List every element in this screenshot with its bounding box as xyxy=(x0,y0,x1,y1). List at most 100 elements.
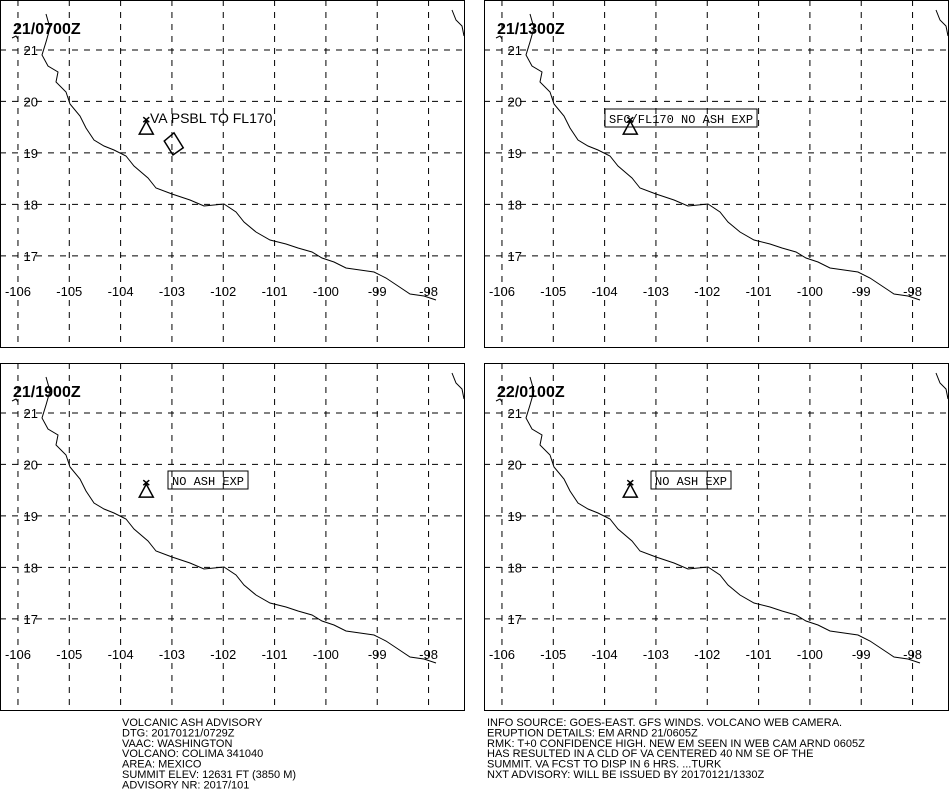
lon-tick-label: -98 xyxy=(419,647,438,662)
map-panel: -106 -105 -104 -103 -102 -101 -100 -99 -98 17 18 19… xyxy=(0,363,465,711)
lon-tick-label: -100 xyxy=(313,647,339,662)
lon-tick-label: -98 xyxy=(419,284,438,299)
advisory-line: SUMMIT ELEV: 12631 FT (3850 M) xyxy=(122,769,296,781)
lon-tick-label: -103 xyxy=(643,647,669,662)
lat-tick-label: 18 xyxy=(508,197,522,212)
lon-tick-label: -103 xyxy=(159,284,185,299)
lon-tick-label: -100 xyxy=(313,284,339,299)
lat-tick-label: 19 xyxy=(508,509,522,524)
advisory-line: ERUPTION DETAILS: EM ARND 21/0605Z xyxy=(487,727,698,739)
valid-time: 21/1900Z xyxy=(13,384,81,401)
lon-tick-label: -101 xyxy=(746,647,772,662)
panel-label: SFC/FL170 NO ASH EXP xyxy=(609,113,753,127)
lat-tick-label: 21 xyxy=(24,43,38,58)
lat-tick-label: 17 xyxy=(508,612,522,627)
lon-tick-label: -104 xyxy=(592,647,618,662)
lon-tick-label: -102 xyxy=(210,647,236,662)
advisory-line: DTG: 20170121/0729Z xyxy=(122,727,235,739)
panel-frame xyxy=(0,0,465,348)
advisory-line: VAAC: WASHINGTON xyxy=(122,738,232,750)
island xyxy=(495,398,503,403)
lon-tick-label: -98 xyxy=(903,647,922,662)
coastline xyxy=(451,372,465,400)
lat-tick-label: 21 xyxy=(24,406,38,421)
island xyxy=(495,35,503,40)
advisory-line: INFO SOURCE: GOES-EAST. GFS WINDS. VOLCA… xyxy=(487,717,842,729)
coastline xyxy=(935,9,949,37)
lon-tick-label: -101 xyxy=(262,284,288,299)
map-panel: -106 -105 -104 -103 -102 -101 -100 -99 -98 17 18 19… xyxy=(484,363,949,711)
coastline xyxy=(41,376,437,664)
ash-area xyxy=(163,131,185,157)
lon-tick-label: -102 xyxy=(694,647,720,662)
lon-tick-label: -104 xyxy=(108,647,134,662)
lon-tick-label: -101 xyxy=(746,284,772,299)
lat-tick-label: 18 xyxy=(24,560,38,575)
lon-tick-label: -99 xyxy=(368,284,387,299)
valid-time: 21/1300Z xyxy=(497,21,565,38)
lon-tick-label: -106 xyxy=(489,647,515,662)
lon-tick-label: -103 xyxy=(159,647,185,662)
lon-tick-label: -99 xyxy=(852,284,871,299)
volcano-symbol xyxy=(138,116,155,135)
lon-tick-label: -106 xyxy=(489,284,515,299)
coastline xyxy=(451,9,465,37)
valid-time: 22/0100Z xyxy=(497,384,565,401)
panel-label: VA PSBL TO FL170 xyxy=(150,110,273,126)
lon-tick-label: -103 xyxy=(643,284,669,299)
lon-tick-label: -100 xyxy=(797,284,823,299)
map-panel: -106 -105 -104 -103 -102 -101 -100 -99 -98 17 18 19… xyxy=(484,0,949,348)
lon-tick-label: -105 xyxy=(56,647,82,662)
lon-tick-label: -104 xyxy=(592,284,618,299)
lat-tick-label: 21 xyxy=(508,43,522,58)
advisory-line: VOLCANIC ASH ADVISORY xyxy=(122,717,263,729)
lat-tick-label: 17 xyxy=(24,249,38,264)
lon-tick-label: -100 xyxy=(797,647,823,662)
advisory-line: AREA: MEXICO xyxy=(122,759,202,771)
lon-tick-label: -102 xyxy=(694,284,720,299)
lon-tick-label: -105 xyxy=(540,284,566,299)
volcano-symbol xyxy=(622,116,639,135)
valid-time: 21/0700Z xyxy=(13,21,81,38)
lat-tick-label: 19 xyxy=(508,146,522,161)
lon-tick-label: -106 xyxy=(5,647,31,662)
label-box xyxy=(167,470,249,490)
coastline xyxy=(525,13,921,301)
island xyxy=(11,398,19,403)
lat-tick-label: 20 xyxy=(24,457,38,472)
panel-frame xyxy=(484,363,949,711)
coastline xyxy=(525,376,921,664)
lon-tick-label: -101 xyxy=(262,647,288,662)
label-box xyxy=(604,108,758,128)
lon-tick-label: -105 xyxy=(540,647,566,662)
panel-frame xyxy=(0,363,465,711)
label-box xyxy=(650,470,732,490)
lat-tick-label: 19 xyxy=(24,509,38,524)
lon-tick-label: -98 xyxy=(903,284,922,299)
advisory-line: HAS RESULTED IN A CLD OF VA CENTERED 40 … xyxy=(487,748,813,760)
lat-tick-label: 18 xyxy=(24,197,38,212)
coastline xyxy=(935,372,949,400)
panel-label: NO ASH EXP xyxy=(172,475,244,489)
advisory-line: NXT ADVISORY: WILL BE ISSUED BY 20170121… xyxy=(487,769,764,781)
advisory-line: SUMMIT. VA FCST TO DISP IN 6 HRS. ...TUR… xyxy=(487,759,722,771)
lat-tick-label: 20 xyxy=(24,94,38,109)
volcano-symbol xyxy=(622,479,639,498)
advisory-line: ADVISORY NR: 2017/101 xyxy=(122,779,249,791)
map-panel: -106 -105 -104 -103 -102 -101 -100 -99 -98 17 18 19… xyxy=(0,0,465,348)
panel-label: NO ASH EXP xyxy=(655,475,727,489)
lon-tick-label: -99 xyxy=(368,647,387,662)
lat-tick-label: 21 xyxy=(508,406,522,421)
island xyxy=(11,35,19,40)
lon-tick-label: -105 xyxy=(56,284,82,299)
lat-tick-label: 19 xyxy=(24,146,38,161)
lat-tick-label: 18 xyxy=(508,560,522,575)
advisory-line: RMK: T+0 CONFIDENCE HIGH. NEW EM SEEN IN… xyxy=(487,738,865,750)
volcano-symbol xyxy=(138,479,155,498)
lon-tick-label: -102 xyxy=(210,284,236,299)
lat-tick-label: 17 xyxy=(508,249,522,264)
panel-frame xyxy=(484,0,949,348)
lon-tick-label: -99 xyxy=(852,647,871,662)
lon-tick-label: -106 xyxy=(5,284,31,299)
